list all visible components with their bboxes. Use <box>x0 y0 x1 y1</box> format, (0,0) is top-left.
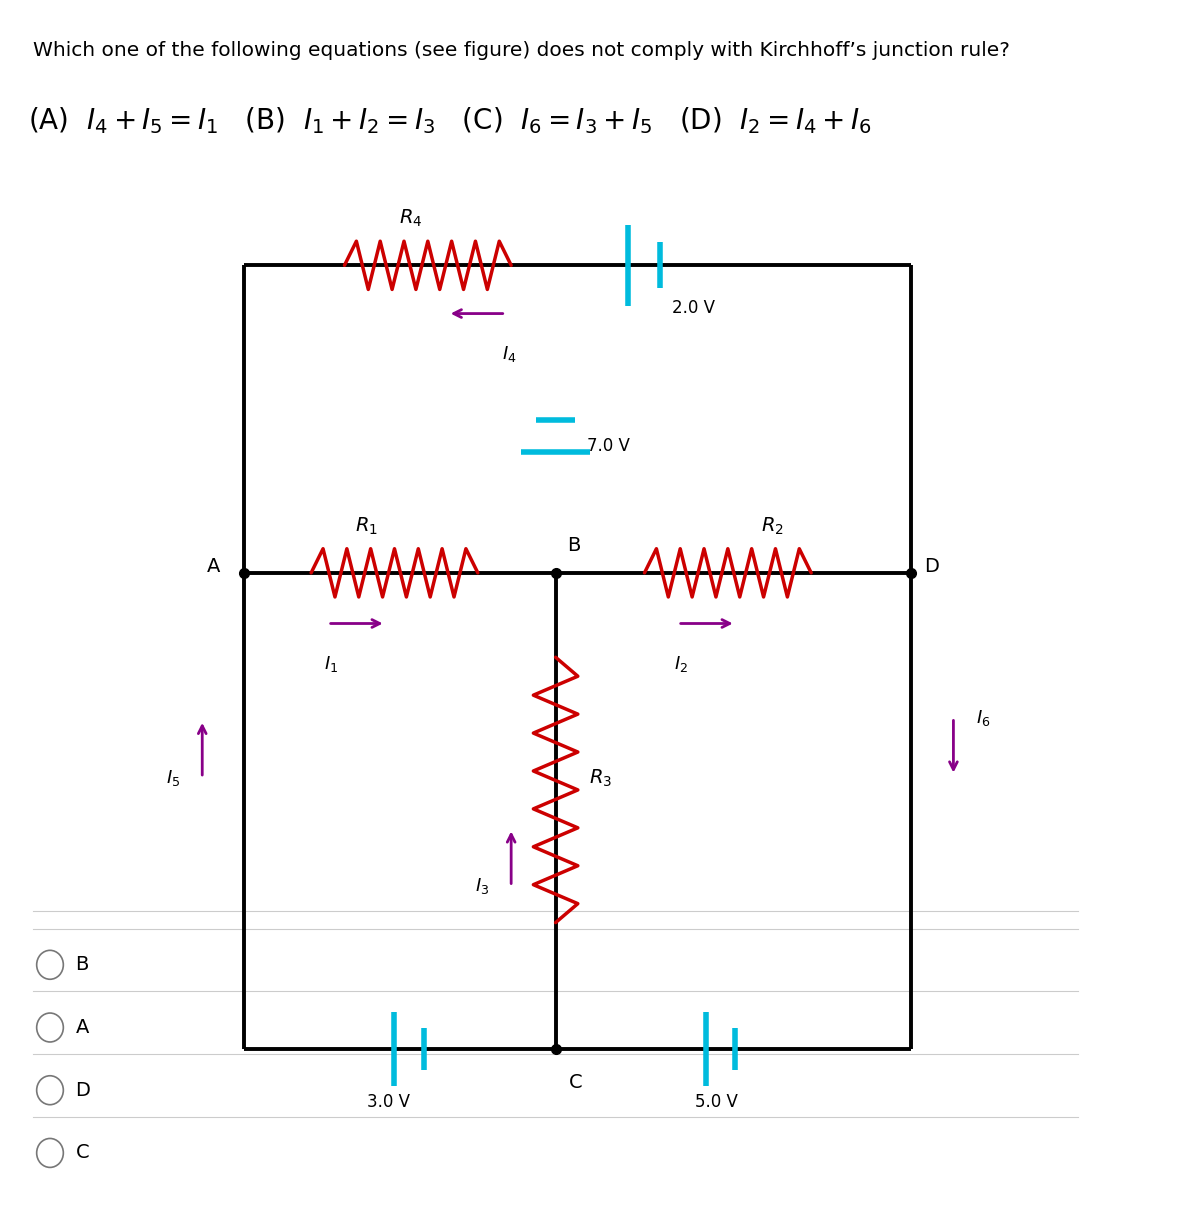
Text: $R_3$: $R_3$ <box>589 767 611 789</box>
Text: Which one of the following equations (see figure) does not comply with Kirchhoff: Which one of the following equations (se… <box>33 41 1010 60</box>
Text: A: A <box>206 557 221 576</box>
Text: $R_2$: $R_2$ <box>760 515 783 537</box>
Text: D: D <box>75 1081 91 1100</box>
Text: $\mathit{I}_1$: $\mathit{I}_1$ <box>324 654 339 674</box>
Text: C: C <box>569 1073 583 1093</box>
Text: $R_4$: $R_4$ <box>399 207 423 229</box>
Text: D: D <box>925 557 939 576</box>
Text: B: B <box>75 955 89 974</box>
Text: 2.0 V: 2.0 V <box>672 299 715 317</box>
Text: $\mathit{I}_2$: $\mathit{I}_2$ <box>675 654 688 674</box>
Text: A: A <box>75 1018 89 1037</box>
Text: (A)  $\mathit{I}_4+\mathit{I}_5=\mathit{I}_1$   (B)  $\mathit{I}_1+\mathit{I}_2=: (A) $\mathit{I}_4+\mathit{I}_5=\mathit{I… <box>27 105 871 136</box>
Text: 3.0 V: 3.0 V <box>367 1093 410 1111</box>
Text: $\mathit{I}_6$: $\mathit{I}_6$ <box>975 708 991 727</box>
Text: B: B <box>566 535 581 555</box>
Text: $\mathit{I}_4$: $\mathit{I}_4$ <box>502 344 516 364</box>
Text: C: C <box>75 1143 89 1163</box>
Text: $\mathit{I}_3$: $\mathit{I}_3$ <box>474 877 489 896</box>
Text: 5.0 V: 5.0 V <box>695 1093 738 1111</box>
Text: 7.0 V: 7.0 V <box>586 438 629 455</box>
Text: $R_1$: $R_1$ <box>355 515 378 537</box>
Text: $\mathit{I}_5$: $\mathit{I}_5$ <box>166 768 180 788</box>
